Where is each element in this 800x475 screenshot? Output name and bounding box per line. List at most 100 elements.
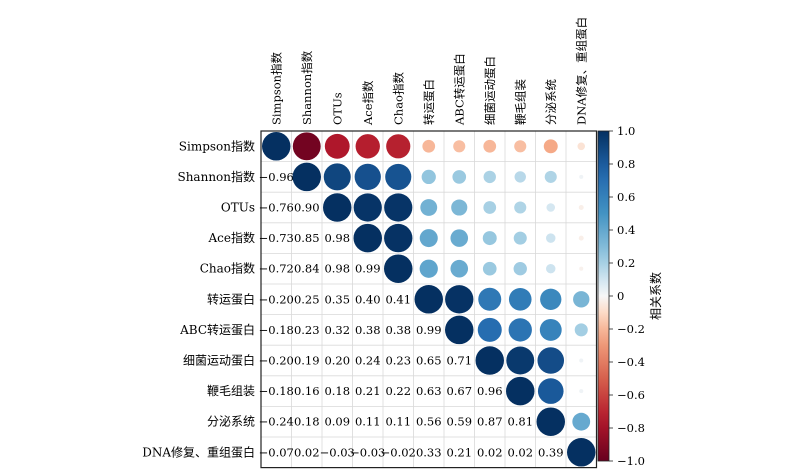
- correlation-circle: [579, 389, 584, 394]
- correlation-value: 0.33: [416, 445, 442, 459]
- correlation-circle: [445, 315, 474, 345]
- correlation-value: 0.96: [477, 384, 503, 398]
- correlation-circle: [355, 134, 380, 159]
- row-label: 分泌系统: [207, 415, 255, 429]
- correlation-circle: [543, 139, 558, 154]
- correlation-circle: [506, 346, 535, 375]
- correlation-circle: [384, 193, 413, 222]
- correlation-circle: [420, 199, 438, 216]
- row-label: Ace指数: [208, 230, 256, 245]
- colorbar-tick-label: 0.8: [617, 157, 635, 171]
- correlation-value: 0.23: [385, 354, 411, 368]
- correlation-value: 0.21: [446, 445, 472, 459]
- correlation-value: 0.41: [385, 292, 411, 306]
- row-label: Shannon指数: [177, 169, 255, 184]
- correlation-value: 0.20: [324, 354, 350, 368]
- correlation-circle: [452, 170, 467, 184]
- correlation-value: 0.56: [416, 415, 442, 429]
- correlation-circle: [544, 170, 557, 183]
- correlation-circle: [482, 261, 497, 276]
- column-label: Ace指数: [361, 80, 375, 126]
- correlation-circle: [384, 223, 413, 253]
- colorbar-tick-label: 0.4: [617, 223, 635, 237]
- correlation-circle: [546, 233, 556, 243]
- correlation-value: 0.98: [324, 262, 350, 276]
- correlation-value: −0.03: [350, 445, 385, 459]
- correlation-circle: [577, 142, 586, 151]
- correlation-value: 0.63: [416, 384, 442, 398]
- axis-labels: Simpson指数Shannon指数OTUsAce指数Chao指数转运蛋白ABC…: [142, 17, 588, 459]
- correlation-circle: [572, 412, 591, 431]
- row-label: Simpson指数: [179, 138, 255, 153]
- colorbar-tick-label: 0.2: [617, 256, 635, 270]
- column-label: 转运蛋白: [422, 79, 436, 125]
- correlation-circle: [422, 139, 436, 153]
- correlation-value: 0.11: [385, 415, 411, 429]
- correlation-circle: [483, 201, 497, 214]
- row-label: ABC转运蛋白: [179, 322, 255, 337]
- correlation-circle: [384, 254, 413, 283]
- colorbar-tick-label: 1.0: [617, 124, 635, 138]
- column-label: Shannon指数: [300, 50, 314, 125]
- row-label: 转运蛋白: [207, 291, 255, 306]
- colorbar-tick-label: 0: [617, 289, 624, 303]
- correlation-circle: [386, 134, 411, 159]
- correlation-value: 0.18: [324, 384, 350, 398]
- correlation-circle: [546, 203, 556, 212]
- correlation-circle: [513, 231, 527, 245]
- correlation-value: −0.96: [259, 170, 294, 184]
- colorbar-title: 相关系数: [648, 272, 663, 320]
- column-label: Chao指数: [391, 72, 405, 125]
- correlation-circle: [353, 193, 382, 222]
- correlation-circle: [546, 263, 556, 274]
- matrix-grid: [260, 130, 598, 469]
- correlation-circle: [453, 140, 466, 153]
- correlation-value: 0.09: [324, 415, 350, 429]
- correlation-value: 0.11: [355, 415, 381, 429]
- correlation-value: −0.18: [259, 323, 294, 337]
- correlation-value: 0.99: [416, 323, 442, 337]
- correlation-value: 0.22: [385, 384, 411, 398]
- correlation-circle: [323, 193, 352, 222]
- correlation-value: 0.21: [355, 384, 381, 398]
- correlation-circle: [508, 287, 532, 311]
- correlation-circle: [513, 262, 527, 276]
- colorbar-tick-label: −0.6: [617, 388, 645, 402]
- correlation-circle: [262, 132, 291, 161]
- correlation-value: −0.02: [381, 445, 416, 459]
- correlation-circle: [579, 266, 584, 271]
- correlation-value: 0.32: [324, 323, 350, 337]
- row-label: Chao指数: [200, 261, 255, 276]
- correlation-value: 0.35: [324, 292, 350, 306]
- correlation-circle: [292, 132, 321, 161]
- correlation-value: 0.40: [355, 292, 381, 306]
- colorbar: 相关系数 1.0 0.8 0.6 0.4 0.2 0 −0.2 −0.4 −0.6 −0.8 −1.…: [597, 124, 663, 468]
- correlation-circle: [540, 288, 562, 310]
- correlation-circle: [537, 378, 564, 404]
- correlation-circle: [353, 223, 382, 253]
- correlation-value: 0.90: [294, 201, 320, 215]
- column-label: 细菌运动蛋白: [483, 56, 497, 125]
- matrix-cells: −0.96 −0.76 0.90 −0.73 0.85 0.98 −0.72 0.84 0.98…: [259, 132, 596, 467]
- correlation-value: 0.84: [294, 262, 320, 276]
- correlation-value: 0.16: [294, 384, 320, 398]
- correlation-value: 0.67: [446, 384, 472, 398]
- correlation-circle: [419, 259, 438, 278]
- correlation-value: −0.03: [320, 445, 355, 459]
- correlation-circle: [450, 259, 469, 278]
- colorbar-tick-label: −0.4: [617, 355, 645, 369]
- correlation-value: −0.20: [259, 292, 294, 306]
- row-label: DNA修复、重组蛋白: [142, 444, 255, 459]
- correlation-circle: [578, 205, 584, 210]
- column-label: ABC转运蛋白: [452, 53, 466, 126]
- column-label: OTUs: [330, 92, 344, 125]
- correlation-circle: [445, 285, 474, 314]
- correlation-value: −0.18: [259, 384, 294, 398]
- correlation-value: 0.24: [355, 354, 381, 368]
- correlation-value: −0.72: [259, 262, 294, 276]
- correlation-value: 0.02: [294, 445, 320, 459]
- correlation-circle: [421, 169, 436, 185]
- correlation-value: 0.81: [507, 415, 533, 429]
- correlation-circle: [573, 291, 590, 308]
- correlation-circle: [482, 231, 497, 246]
